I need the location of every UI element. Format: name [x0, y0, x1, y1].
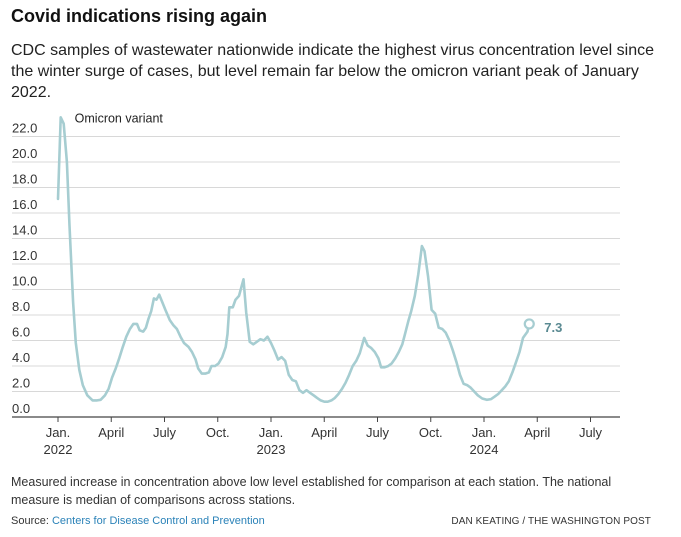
y-tick-label: 8.0: [12, 299, 30, 314]
y-tick-label: 2.0: [12, 375, 30, 390]
y-tick-label: 12.0: [12, 248, 37, 263]
x-tick-label: July: [153, 425, 177, 440]
source-link[interactable]: Centers for Disease Control and Preventi…: [51, 515, 265, 527]
line-chart: 0.0 2.0 4.0 6.0 8.0 10.0 12.0 14.0 16.0 18.0 20.0 2…: [12, 111, 620, 457]
y-axis-tick-labels: 0.0 2.0 4.0 6.0 8.0 10.0 12.0 14.0 16.0 18.0 20.0 2…: [12, 120, 37, 416]
x-tick-label: Oct.: [419, 425, 443, 440]
y-tick-label: 16.0: [12, 197, 37, 212]
latest-value-marker: [523, 318, 535, 330]
x-tick-label: Jan.: [46, 425, 71, 440]
source-label: Source:: [11, 515, 49, 527]
source-line: Source: Centers for Disease Control and …: [11, 515, 265, 527]
y-tick-label: 6.0: [12, 324, 30, 339]
y-tick-label: 14.0: [12, 222, 37, 237]
byline-credit: DAN KEATING / THE WASHINGTON POST: [451, 516, 651, 527]
x-tick-label: April: [98, 425, 124, 440]
chart-subtitle: CDC samples of wastewater nationwide ind…: [11, 42, 654, 101]
x-tick-year-label: 2023: [257, 442, 286, 457]
series-line-wastewater-level: [56, 116, 531, 403]
y-tick-label: 4.0: [12, 350, 30, 365]
x-tick-label: July: [579, 425, 603, 440]
y-tick-label: 18.0: [12, 171, 37, 186]
y-tick-label: 20.0: [12, 146, 37, 161]
x-axis-tick-labels: Jan. 2022 April July Oct. Jan. 2023 April July Oc…: [44, 417, 603, 457]
x-tick-label: Oct.: [206, 425, 230, 440]
footnote: Measured increase in concentration above…: [11, 475, 612, 507]
x-tick-label: April: [311, 425, 337, 440]
x-tick-label: July: [366, 425, 390, 440]
x-tick-label: April: [524, 425, 550, 440]
latest-value-label: 7.3: [544, 320, 562, 335]
y-tick-label: 10.0: [12, 273, 37, 288]
x-tick-label: Jan.: [259, 425, 284, 440]
x-tick-year-label: 2022: [44, 442, 73, 457]
y-tick-label: 22.0: [12, 120, 37, 135]
x-tick-year-label: 2024: [470, 442, 499, 457]
chart-title: Covid indications rising again: [11, 6, 268, 26]
annotation-omicron-variant: Omicron variant: [75, 111, 164, 125]
gridlines: [12, 135, 620, 418]
y-tick-label: 0.0: [12, 401, 30, 416]
x-tick-label: Jan.: [472, 425, 497, 440]
